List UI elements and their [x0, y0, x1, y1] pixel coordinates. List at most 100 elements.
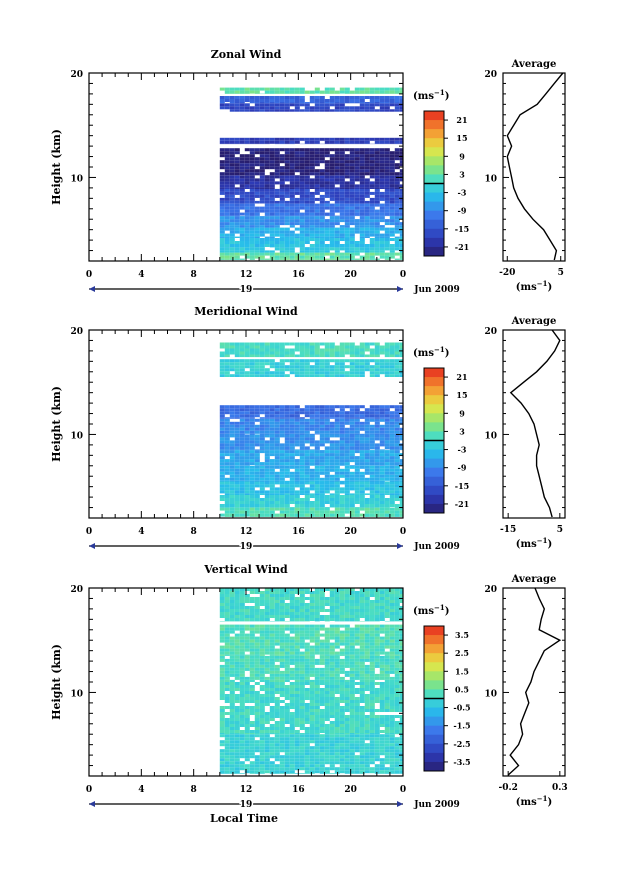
heatmap-cell: [274, 106, 280, 110]
heatmap-cell: [274, 430, 280, 434]
heatmap-cell: [299, 465, 305, 469]
heatmap-cell: [334, 507, 340, 511]
heatmap-cell: [284, 374, 290, 377]
heatmap-cell: [334, 481, 340, 485]
heatmap-cell: [264, 694, 270, 697]
heatmap-cell: [279, 490, 285, 494]
heatmap-cell: [344, 160, 350, 164]
heatmap-cell: [249, 148, 255, 152]
heatmap-cell: [289, 746, 295, 750]
heatmap-cell: [279, 746, 285, 750]
heatmap-cell: [299, 188, 305, 192]
heatmap-cell: [264, 250, 270, 253]
heatmap-cell: [369, 474, 375, 478]
heatmap-cell: [239, 238, 245, 241]
heatmap-cell: [354, 178, 360, 182]
heatmap-cell: [259, 109, 265, 112]
heatmap-cell: [234, 462, 240, 466]
heatmap-cell: [379, 137, 385, 141]
heatmap-cell: [279, 427, 285, 431]
heatmap-cell: [299, 230, 305, 234]
heatmap-cell: [309, 773, 315, 774]
heatmap-cell: [269, 172, 275, 176]
heatmap-cell: [354, 462, 360, 466]
heatmap-cell: [334, 465, 340, 466]
heatmap-cell: [324, 501, 330, 504]
heatmap-cell: [314, 140, 320, 144]
heatmap-cell: [314, 236, 320, 238]
heatmap-cell: [319, 421, 325, 425]
colorbar-tick-label: 21: [456, 115, 467, 125]
heatmap-cell: [344, 465, 350, 466]
average-x-tick-label: -20: [499, 268, 515, 278]
heatmap-cell: [329, 188, 335, 192]
heatmap-cell: [309, 371, 315, 375]
colorbar-bin: [424, 431, 444, 441]
heatmap-cell: [334, 374, 340, 377]
heatmap-cell: [299, 767, 305, 771]
heatmap-cell: [304, 450, 310, 454]
heatmap-cell: [254, 495, 260, 498]
heatmap-cell: [244, 169, 250, 173]
heatmap-cell: [224, 740, 230, 744]
heatmap-cell: [349, 703, 355, 706]
heatmap-cell: [314, 106, 320, 110]
heatmap-cell: [319, 465, 325, 466]
heatmap-cell: [254, 140, 260, 144]
heatmap-cell: [314, 709, 320, 712]
heatmap-cell: [289, 359, 295, 363]
heatmap-cell: [299, 212, 305, 216]
heatmap-cell: [314, 408, 320, 412]
heatmap-cell: [234, 480, 240, 482]
heatmap-cell: [224, 178, 230, 182]
heatmap-cell: [394, 212, 400, 216]
heatmap-cell: [324, 434, 330, 438]
heatmap-cell: [299, 163, 305, 167]
heatmap-cell: [249, 434, 255, 438]
heatmap-cell: [219, 209, 225, 213]
heatmap-cell: [259, 405, 265, 409]
heatmap-cell: [314, 258, 320, 260]
heatmap-cell: [279, 236, 285, 238]
heatmap-cell: [229, 480, 235, 482]
heatmap-cell: [294, 414, 300, 418]
heatmap-cell: [359, 96, 365, 99]
heatmap-cell: [234, 424, 240, 428]
heatmap-cell: [334, 219, 340, 223]
heatmap-cell: [304, 200, 310, 204]
heatmap-cell: [334, 718, 340, 721]
heatmap-cell: [289, 354, 295, 358]
heatmap-cell: [374, 405, 380, 409]
heatmap-cell: [274, 99, 280, 102]
heatmap-cell: [249, 348, 255, 352]
heatmap-cell: [259, 225, 265, 228]
heatmap-cell: [234, 421, 240, 425]
heatmap-cell: [249, 102, 255, 104]
heatmap-cell: [289, 510, 295, 514]
heatmap-cell: [389, 450, 395, 454]
heatmap-cell: [314, 761, 320, 765]
heatmap-cell: [324, 697, 330, 700]
heatmap-cell: [294, 102, 300, 104]
heatmap-cell: [319, 712, 325, 715]
heatmap-cell: [399, 225, 403, 228]
heatmap-cell: [344, 767, 350, 771]
heatmap-cell: [379, 252, 385, 256]
heatmap-cell: [279, 449, 285, 451]
heatmap-cell: [244, 700, 250, 703]
heatmap-cell: [289, 172, 295, 176]
heatmap-cell: [334, 414, 340, 418]
heatmap-cell: [249, 498, 255, 501]
heatmap-cell: [399, 87, 403, 91]
heatmap-cell: [249, 411, 255, 415]
heatmap-cell: [329, 172, 335, 176]
heatmap-cell: [384, 368, 390, 372]
heatmap-cell: [334, 230, 340, 234]
heatmap-cell: [389, 443, 395, 447]
heatmap-cell: [299, 440, 305, 444]
heatmap-cell: [384, 230, 390, 234]
heatmap-cell: [309, 233, 315, 237]
heatmap-cell: [239, 203, 245, 207]
heatmap-cell: [364, 233, 370, 237]
heatmap-cell: [329, 181, 335, 185]
